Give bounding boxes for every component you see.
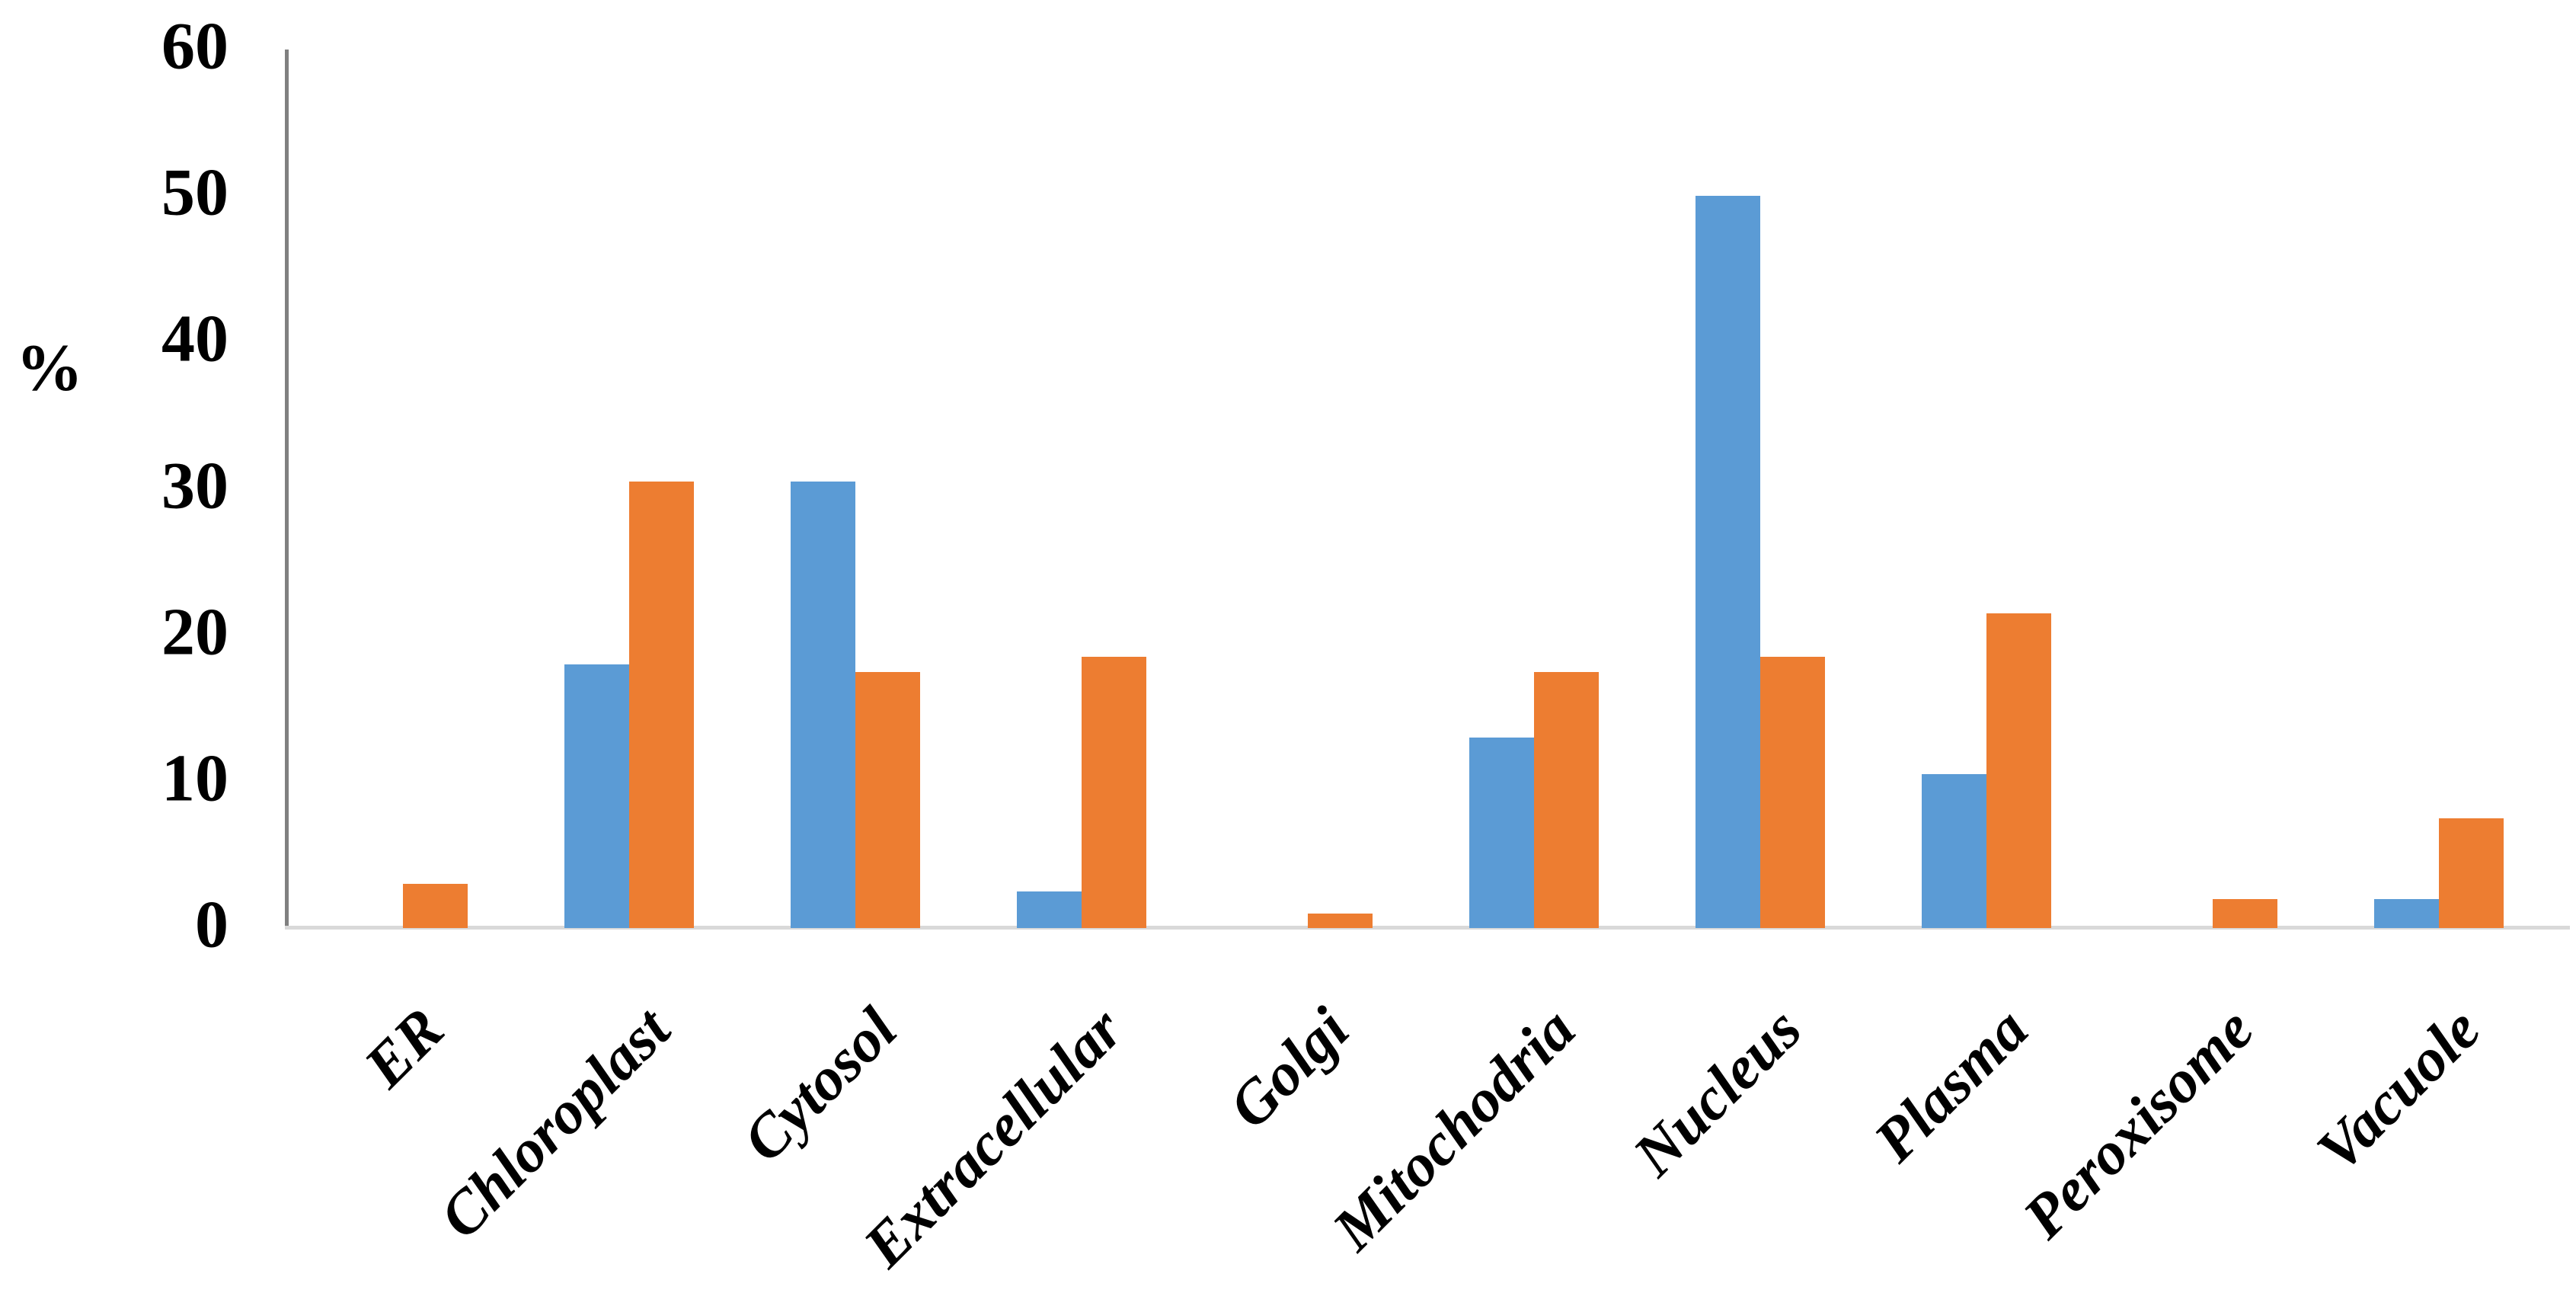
y-tick-label-10: 10: [161, 741, 229, 816]
x-axis-label-cytosol: Cytosol: [730, 995, 909, 1175]
y-tick-label-50: 50: [161, 155, 229, 230]
bar-vacuole-blue: [2374, 898, 2439, 928]
bar-mitochodria-orange: [1534, 671, 1599, 928]
bar-cytosol-orange: [855, 671, 920, 928]
y-tick-label-20: 20: [161, 595, 229, 670]
x-axis-label-chloroplast: Chloroplast: [427, 995, 683, 1252]
y-tick-label-0: 0: [195, 888, 229, 962]
x-axis-label-vacuole: Vacuole: [2304, 995, 2493, 1185]
bar-chloroplast-blue: [564, 664, 629, 928]
bar-peroxisome-orange: [2213, 898, 2277, 928]
y-axis-title: %: [16, 331, 83, 405]
bar-er-orange: [403, 884, 468, 928]
y-tick-label-30: 30: [161, 448, 229, 523]
x-axis-label-mitochodria: Mitochodria: [1320, 995, 1588, 1263]
bar-extracellular-blue: [1017, 891, 1082, 928]
x-axis-label-golgi: Golgi: [1216, 995, 1362, 1141]
bar-golgi-orange: [1308, 913, 1373, 928]
x-axis-label-er: ER: [352, 995, 457, 1101]
x-axis-line: [285, 926, 2570, 930]
bar-plasma-orange: [1986, 613, 2051, 928]
y-tick-label-60: 60: [161, 9, 229, 84]
bar-chloroplast-orange: [629, 481, 694, 928]
x-axis-label-plasma: Plasma: [1861, 995, 2041, 1175]
bar-extracellular-orange: [1082, 657, 1146, 928]
bar-nucleus-orange: [1760, 657, 1825, 928]
x-axis-label-peroxisome: Peroxisome: [2011, 995, 2267, 1252]
bar-nucleus-blue: [1695, 196, 1760, 928]
bar-vacuole-orange: [2439, 818, 2504, 928]
bar-mitochodria-blue: [1469, 738, 1534, 928]
x-axis-label-nucleus: Nucleus: [1620, 995, 1814, 1189]
y-tick-label-40: 40: [161, 302, 229, 376]
bar-plasma-blue: [1922, 774, 1986, 928]
y-axis-line: [285, 50, 289, 928]
bar-cytosol-blue: [791, 481, 855, 928]
